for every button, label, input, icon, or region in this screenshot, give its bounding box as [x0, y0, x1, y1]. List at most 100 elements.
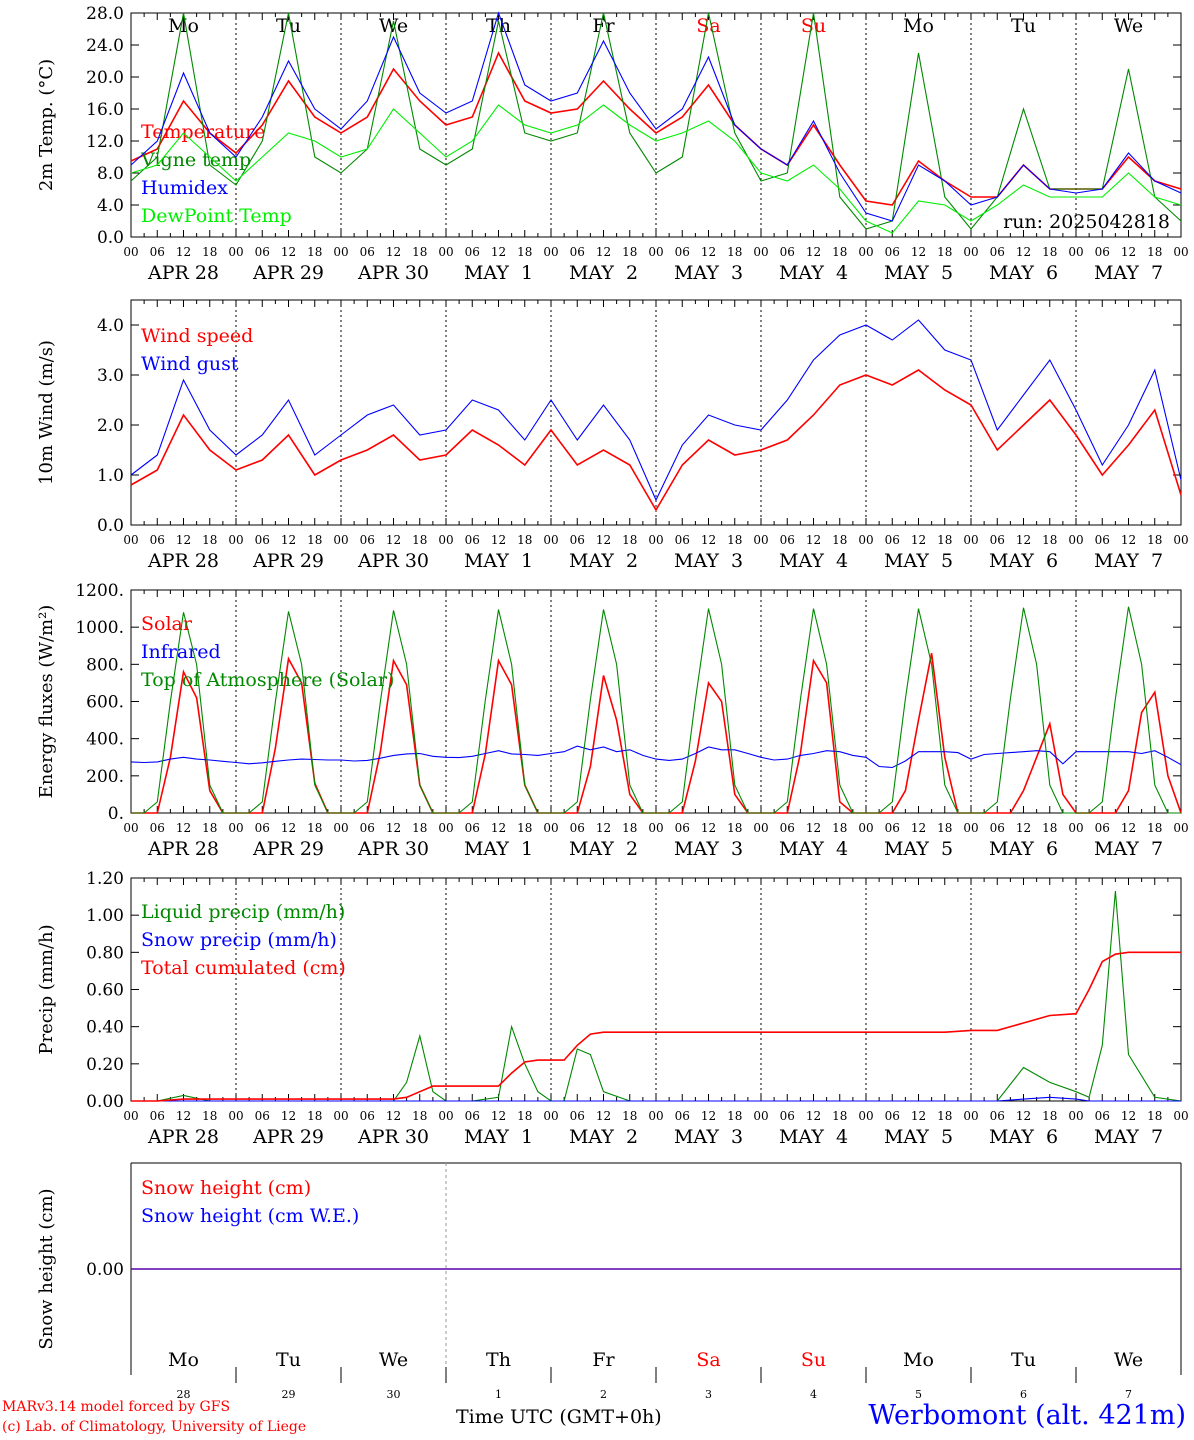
- x-hour-label: 00: [1173, 1109, 1188, 1123]
- x-hour-label: 06: [570, 1109, 585, 1123]
- x-hour-label: 00: [858, 821, 873, 835]
- legend-top-of-atmosphere-solar-: Top of Atmosphere (Solar): [141, 669, 394, 691]
- x-hour-label: 18: [1042, 821, 1057, 835]
- x-hour-label: 00: [333, 245, 348, 259]
- x-hour-label: 06: [780, 821, 795, 835]
- y-tick-label: 600.: [86, 693, 124, 713]
- date-label: APR 30: [357, 1126, 429, 1148]
- x-hour-label: 06: [255, 821, 270, 835]
- x-hour-label: 00: [543, 821, 558, 835]
- x-hour-label: 00: [123, 1109, 138, 1123]
- x-hour-label: 18: [727, 1109, 742, 1123]
- date-label: MAY 6: [989, 262, 1058, 284]
- x-hour-label: 06: [885, 245, 900, 259]
- date-label: MAY 3: [674, 550, 743, 572]
- date-label: MAY 4: [779, 262, 848, 284]
- y-tick-label: 400.: [86, 730, 124, 750]
- x-hour-label: 18: [1042, 1109, 1057, 1123]
- x-hour-label: 12: [1121, 1109, 1136, 1123]
- x-hour-label: 00: [228, 533, 243, 547]
- x-hour-label: 12: [491, 821, 506, 835]
- panel-5-ylabel: Snow height (cm): [36, 1188, 57, 1349]
- date-label: APR 29: [252, 1126, 324, 1148]
- x-hour-label: 06: [150, 1109, 165, 1123]
- series-line-infrared: [130, 745, 1182, 769]
- y-tick-label: 4.0: [97, 316, 124, 336]
- x-hour-label: 12: [806, 1109, 821, 1123]
- x-hour-label: 12: [386, 821, 401, 835]
- date-label: MAY 2: [569, 262, 638, 284]
- x-hour-label: 12: [806, 245, 821, 259]
- x-hour-label: 18: [307, 1109, 322, 1123]
- x-hour-label: 12: [1121, 245, 1136, 259]
- y-tick-label: 20.0: [86, 68, 124, 88]
- x-hour-label: 06: [465, 245, 480, 259]
- date-label: MAY 1: [464, 1126, 533, 1148]
- weekday-label: Su: [801, 15, 826, 37]
- date-label: MAY 4: [779, 838, 848, 860]
- y-tick-label: 1000.: [75, 618, 124, 638]
- x-hour-label: 18: [622, 821, 637, 835]
- model-credit: MARv3.14 model forced by GFS: [2, 1399, 231, 1415]
- x-hour-label: 00: [963, 821, 978, 835]
- x-hour-label: 00: [1173, 821, 1188, 835]
- x-hour-label: 06: [990, 533, 1005, 547]
- x-hour-label: 00: [753, 821, 768, 835]
- x-hour-label: 06: [990, 1109, 1005, 1123]
- x-hour-label: 12: [281, 821, 296, 835]
- date-label: APR 30: [357, 838, 429, 860]
- x-hour-label: 12: [596, 821, 611, 835]
- x-hour-label: 12: [491, 533, 506, 547]
- x-hour-label: 12: [596, 1109, 611, 1123]
- x-hour-label: 00: [1173, 245, 1188, 259]
- weekday-label: We: [1114, 15, 1143, 37]
- x-hour-label: 18: [412, 1109, 427, 1123]
- series-line-humidex: [130, 11, 1182, 222]
- date-label: MAY 7: [1094, 1126, 1163, 1148]
- x-hour-label: 18: [832, 821, 847, 835]
- date-label: MAY 5: [884, 262, 953, 284]
- series-line-total-cumulated-cm-: [131, 951, 1181, 1102]
- x-hour-label: 00: [438, 821, 453, 835]
- station-label: Werbomont (alt. 421m): [868, 1400, 1186, 1431]
- snow-day-number: 4: [810, 1388, 817, 1400]
- snow-weekday-label: Th: [486, 1349, 511, 1371]
- y-tick-label: 0.0: [97, 228, 124, 248]
- series-line-vigne-temp: [130, 12, 1182, 230]
- x-hour-label: 12: [596, 533, 611, 547]
- y-tick-label: 200.: [86, 767, 124, 787]
- x-hour-label: 18: [202, 245, 217, 259]
- x-hour-label: 18: [202, 1109, 217, 1123]
- date-label: MAY 1: [464, 262, 533, 284]
- series-line-snow-precip-mm-h-: [131, 1096, 1181, 1102]
- x-hour-label: 12: [491, 245, 506, 259]
- x-hour-label: 06: [570, 821, 585, 835]
- x-hour-label: 12: [701, 1109, 716, 1123]
- snow-weekday-label: Tu: [1011, 1349, 1036, 1371]
- date-label: MAY 6: [989, 550, 1058, 572]
- date-label: APR 28: [147, 1126, 219, 1148]
- x-hour-label: 06: [150, 533, 165, 547]
- x-hour-label: 18: [412, 533, 427, 547]
- legend-wind-speed: Wind speed: [141, 325, 253, 347]
- x-hour-label: 18: [937, 533, 952, 547]
- snow-day-number: 30: [387, 1388, 401, 1400]
- x-hour-label: 12: [806, 533, 821, 547]
- x-hour-label: 06: [780, 533, 795, 547]
- x-hour-label: 00: [1068, 1109, 1083, 1123]
- weekday-label: Mo: [903, 15, 934, 37]
- x-hour-label: 00: [963, 1109, 978, 1123]
- y-tick-label: 0.80: [86, 943, 124, 963]
- x-hour-label: 00: [228, 245, 243, 259]
- x-hour-label: 00: [753, 245, 768, 259]
- weekday-label: Tu: [1011, 15, 1036, 37]
- x-hour-label: 06: [990, 821, 1005, 835]
- x-hour-label: 12: [176, 821, 191, 835]
- y-tick-label: 16.0: [86, 100, 124, 120]
- snow-day-number: 29: [282, 1388, 296, 1400]
- x-hour-label: 00: [858, 533, 873, 547]
- weekday-label: Mo: [168, 15, 199, 37]
- x-hour-label: 00: [858, 245, 873, 259]
- x-hour-label: 06: [570, 533, 585, 547]
- x-hour-label: 00: [963, 533, 978, 547]
